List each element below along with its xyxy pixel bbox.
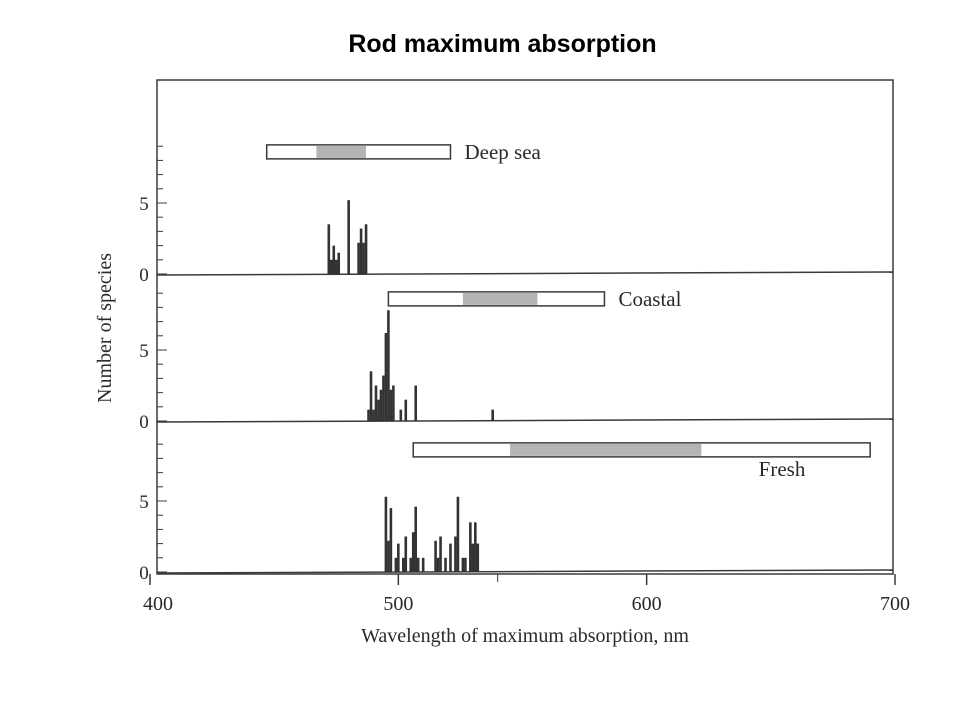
bar — [444, 557, 447, 572]
bar — [369, 371, 373, 421]
bar — [387, 310, 390, 421]
bar — [411, 532, 415, 572]
bar — [454, 536, 457, 572]
bar — [362, 242, 365, 274]
bar — [387, 540, 390, 572]
y-axis-label: Number of species — [94, 253, 116, 403]
y-tick-label: 5 — [139, 194, 149, 215]
panel-fresh: 0 5 Fresh — [139, 442, 894, 584]
x-tick-label: 700 — [880, 593, 910, 615]
y-tick-label: 0 — [139, 265, 149, 286]
panels: 0 5 Deep sea 0 5 Coastal 0 5 Fresh — [139, 140, 894, 584]
panel-label: Coastal — [618, 287, 681, 311]
y-tick-label: 5 — [139, 492, 149, 513]
bar — [357, 242, 360, 274]
bar — [402, 557, 405, 572]
panel-baseline — [156, 271, 894, 276]
bar — [414, 385, 418, 421]
plot-frame — [156, 79, 894, 575]
bar — [327, 224, 331, 274]
bar — [329, 259, 333, 274]
bar — [372, 409, 375, 421]
bar — [374, 385, 378, 421]
bar — [476, 543, 480, 572]
bar — [421, 557, 425, 572]
bar — [347, 200, 350, 274]
range-bar-shade — [316, 145, 367, 158]
x-tick-label: 500 — [383, 593, 413, 615]
bar — [414, 506, 418, 572]
bar — [469, 522, 472, 572]
bar — [389, 508, 393, 572]
panel-baseline — [156, 569, 894, 574]
range-bar-shade — [462, 292, 538, 305]
bar — [389, 389, 393, 421]
bar — [461, 557, 465, 572]
bar — [456, 496, 460, 572]
bar — [367, 409, 370, 421]
bar — [449, 543, 452, 572]
panel-label: Deep sea — [464, 140, 541, 164]
bar — [377, 399, 380, 421]
x-axis: 400 500 600 700 — [143, 574, 910, 615]
bar — [384, 496, 388, 572]
y-tick-label: 0 — [139, 563, 149, 584]
bar — [332, 245, 336, 274]
x-tick-label: 600 — [632, 593, 662, 615]
bar — [434, 540, 437, 572]
bar — [359, 228, 363, 274]
bar — [439, 536, 442, 572]
bar — [379, 389, 383, 421]
range-bar-shade — [510, 443, 702, 456]
bar — [471, 543, 475, 572]
bar — [364, 224, 368, 274]
x-tick-label: 400 — [143, 593, 173, 615]
bar — [382, 375, 385, 421]
bar — [404, 399, 408, 421]
bar — [436, 557, 440, 572]
bar — [334, 259, 338, 274]
bar — [397, 543, 400, 572]
y-tick-label: 0 — [139, 412, 149, 433]
y-tick-label: 5 — [139, 341, 149, 362]
bar — [384, 332, 388, 421]
bar — [491, 409, 494, 421]
panel-baseline — [156, 418, 894, 423]
bar — [464, 557, 467, 572]
bar — [474, 522, 477, 572]
bar — [404, 536, 408, 572]
bar — [416, 557, 420, 572]
page-title: Rod maximum absorption — [348, 30, 657, 58]
x-axis-label: Wavelength of maximum absorption, nm — [361, 625, 689, 647]
panel-label: Fresh — [759, 457, 806, 481]
panel-coastal: 0 5 Coastal — [139, 287, 894, 433]
bar — [399, 409, 403, 421]
bar — [409, 557, 413, 572]
bar — [394, 557, 398, 572]
bar — [337, 252, 341, 274]
panel-deep-sea: 0 5 Deep sea — [139, 140, 894, 286]
bar — [392, 385, 395, 421]
